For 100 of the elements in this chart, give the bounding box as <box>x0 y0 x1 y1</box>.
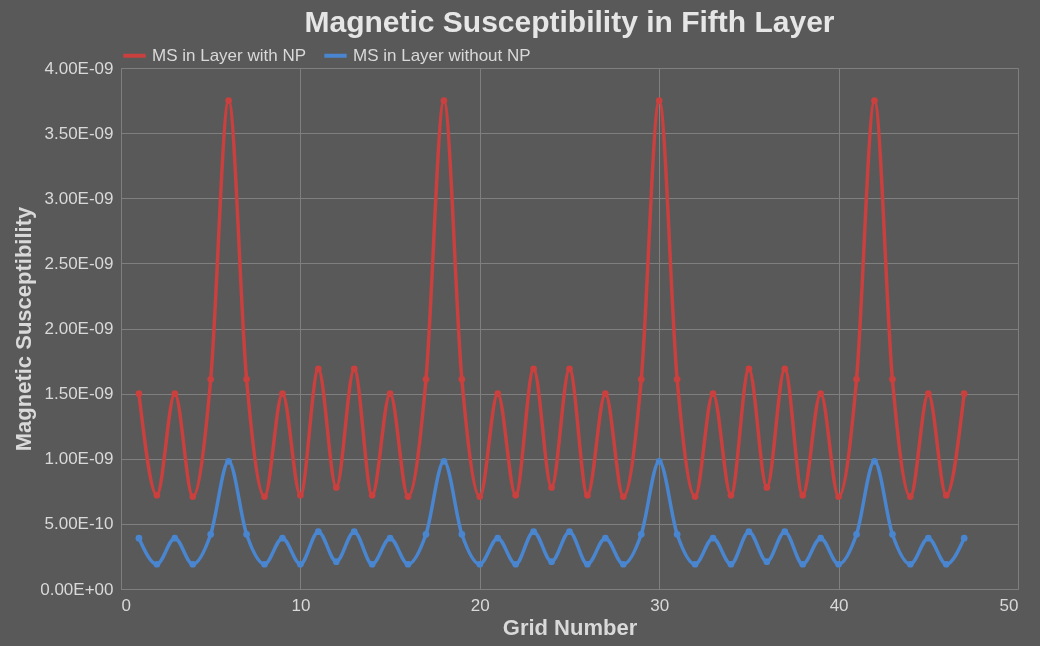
point <box>225 458 232 465</box>
point <box>924 390 932 397</box>
point <box>960 534 968 542</box>
point <box>727 491 735 499</box>
point <box>386 534 394 542</box>
point <box>368 560 376 568</box>
point <box>942 491 950 499</box>
point <box>691 493 699 500</box>
point <box>673 530 681 538</box>
point <box>332 558 340 565</box>
legend-label: MS in Layer with NP <box>152 45 306 65</box>
point <box>422 530 430 538</box>
point <box>494 534 502 542</box>
point <box>548 558 555 565</box>
y-tick-label: 0.00E+00 <box>40 579 114 599</box>
x-tick-label: 30 <box>650 595 670 615</box>
point <box>566 528 573 536</box>
point <box>548 484 555 491</box>
point <box>404 493 412 500</box>
point <box>135 534 143 542</box>
point <box>655 458 663 465</box>
point <box>584 491 591 499</box>
point <box>942 560 950 568</box>
point <box>709 534 717 542</box>
point <box>512 560 520 568</box>
point <box>458 530 466 538</box>
y-tick-label: 5.00E-10 <box>44 514 114 534</box>
point <box>602 390 609 397</box>
y-tick-label: 4.00E-09 <box>44 58 114 78</box>
point <box>279 534 286 542</box>
y-tick-label: 1.50E-09 <box>44 384 114 404</box>
y-tick-label: 2.00E-09 <box>44 319 114 338</box>
x-tick-label: 10 <box>291 595 311 615</box>
point <box>530 528 537 536</box>
y-tick-label: 3.00E-09 <box>44 188 114 208</box>
point <box>889 530 896 538</box>
point <box>332 484 340 491</box>
point <box>763 484 771 491</box>
x-axis-title: Grid Number <box>502 614 638 640</box>
point <box>530 365 537 373</box>
point <box>476 560 484 568</box>
point <box>368 491 376 499</box>
point <box>350 365 358 373</box>
point <box>171 534 179 542</box>
y-tick-label: 3.50E-09 <box>44 123 114 143</box>
point <box>817 534 825 542</box>
point <box>314 528 322 536</box>
point <box>566 365 573 373</box>
point <box>297 491 304 499</box>
point <box>871 97 878 104</box>
point <box>135 390 143 397</box>
point <box>422 375 430 383</box>
point <box>476 493 484 500</box>
point <box>619 493 627 500</box>
point <box>207 530 215 538</box>
x-tick-label: 50 <box>999 595 1019 615</box>
point <box>799 491 807 499</box>
point <box>637 530 645 538</box>
point <box>655 97 663 104</box>
x-tick-label: 40 <box>829 595 849 615</box>
point <box>619 560 627 568</box>
point <box>907 493 914 500</box>
point <box>799 560 807 568</box>
point <box>781 365 789 373</box>
point <box>440 97 448 104</box>
point <box>745 365 753 373</box>
point <box>637 375 645 383</box>
point <box>386 390 394 397</box>
point <box>673 375 681 383</box>
point <box>207 375 215 383</box>
point <box>691 560 699 568</box>
point <box>261 560 268 568</box>
point <box>512 491 520 499</box>
point <box>781 528 789 536</box>
point <box>189 560 197 568</box>
point <box>907 560 914 568</box>
y-axis-title: Magnetic Susceptibility <box>11 205 37 452</box>
point <box>745 528 753 536</box>
chart-title: Magnetic Susceptibility in Fifth Layer <box>304 5 835 38</box>
point <box>924 534 932 542</box>
point <box>440 458 448 465</box>
point <box>404 560 412 568</box>
point <box>835 560 842 568</box>
point <box>153 560 161 568</box>
point <box>763 558 771 565</box>
y-tick-label: 2.50E-09 <box>44 253 114 273</box>
legend-label: MS in Layer without NP <box>353 45 531 65</box>
point <box>727 560 735 568</box>
point <box>458 375 466 383</box>
point <box>225 97 232 104</box>
point <box>189 493 197 500</box>
y-tick-label: 1.00E-09 <box>44 449 114 469</box>
point <box>835 493 842 500</box>
point <box>314 365 322 373</box>
point <box>602 534 609 542</box>
point <box>297 560 304 568</box>
point <box>817 390 825 397</box>
point <box>261 493 268 500</box>
point <box>584 560 591 568</box>
point <box>853 375 860 383</box>
